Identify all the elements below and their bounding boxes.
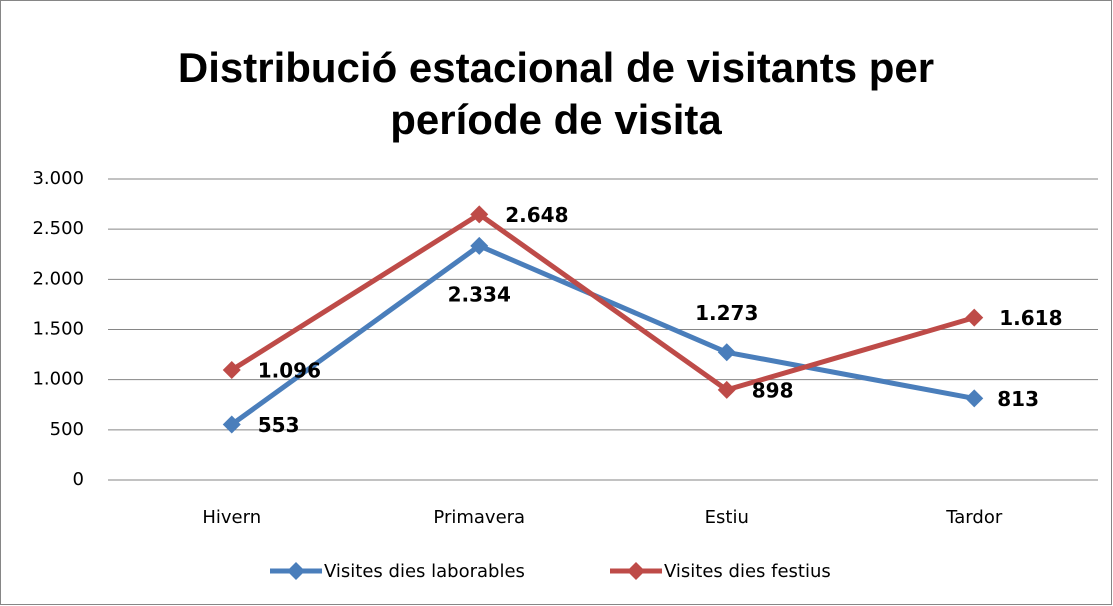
data-label: 1.273	[695, 301, 758, 325]
y-tick-label: 500	[50, 419, 84, 440]
y-tick-label: 2.500	[32, 218, 84, 239]
legend-marker	[627, 562, 645, 580]
point-marker	[222, 415, 241, 434]
y-tick-label: 0	[73, 469, 84, 490]
data-label: 2.648	[505, 203, 568, 227]
point-marker	[965, 389, 984, 408]
point-marker	[222, 361, 241, 380]
data-label: 2.334	[448, 282, 511, 306]
y-tick-label: 2.000	[32, 268, 84, 289]
point-marker	[717, 380, 736, 399]
legend-marker	[287, 562, 305, 580]
x-tick-label: Tardor	[945, 507, 1003, 528]
data-label: 1.096	[258, 359, 321, 383]
point-marker	[470, 205, 489, 224]
data-label: 813	[997, 387, 1039, 411]
chart-title: Distribució estacional de visitants per …	[177, 44, 935, 143]
data-label: 1.618	[999, 306, 1062, 330]
x-tick-label: Hivern	[202, 507, 261, 528]
y-tick-label: 1.500	[32, 319, 84, 340]
y-tick-label: 1.000	[32, 369, 84, 390]
point-marker	[717, 343, 736, 362]
point-marker	[965, 308, 984, 327]
series-line	[230, 211, 975, 393]
point-marker	[470, 236, 489, 255]
legend-label: Visites dies laborables	[324, 561, 525, 582]
data-label: 553	[258, 413, 300, 437]
legend-label: Visites dies festius	[664, 561, 831, 582]
data-label: 898	[752, 378, 794, 402]
y-tick-label: 3.000	[32, 168, 84, 189]
x-tick-label: Estiu	[705, 507, 749, 528]
x-tick-label: Primavera	[433, 507, 525, 528]
